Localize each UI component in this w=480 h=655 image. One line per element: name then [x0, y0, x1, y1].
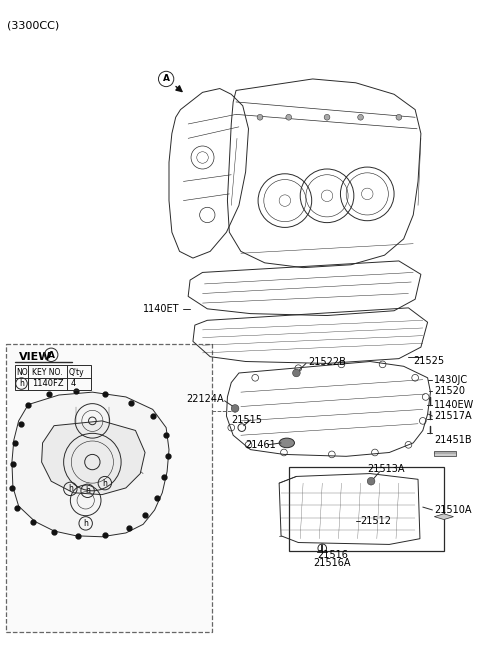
- Polygon shape: [434, 514, 454, 519]
- Text: 22124A: 22124A: [186, 394, 224, 404]
- Bar: [15, 365, 91, 390]
- Text: h: h: [85, 486, 90, 495]
- Text: h: h: [102, 479, 107, 487]
- Text: 21512: 21512: [360, 516, 392, 527]
- Text: h: h: [19, 379, 24, 388]
- Text: 21510A: 21510A: [434, 505, 472, 515]
- Text: 1140EW: 1140EW: [434, 400, 475, 409]
- Circle shape: [231, 405, 239, 412]
- Text: 1430JC: 1430JC: [434, 375, 468, 384]
- Circle shape: [358, 115, 363, 120]
- Circle shape: [324, 115, 330, 120]
- Text: 21513A: 21513A: [367, 464, 405, 474]
- Text: 21522B: 21522B: [308, 356, 346, 367]
- Text: h: h: [83, 519, 88, 528]
- Text: A: A: [163, 75, 169, 83]
- Text: (3300CC): (3300CC): [7, 20, 60, 30]
- Ellipse shape: [279, 438, 294, 448]
- Polygon shape: [42, 421, 145, 495]
- Text: VIEW: VIEW: [19, 352, 51, 362]
- Text: 21516A: 21516A: [313, 557, 351, 568]
- Text: 21515: 21515: [231, 415, 262, 425]
- Text: Q'ty: Q'ty: [69, 367, 84, 377]
- Circle shape: [286, 115, 291, 120]
- Circle shape: [292, 369, 300, 377]
- Text: h: h: [68, 485, 73, 493]
- Circle shape: [257, 115, 263, 120]
- Text: 21461: 21461: [246, 440, 276, 450]
- Polygon shape: [434, 451, 456, 457]
- Circle shape: [367, 477, 375, 485]
- Text: 4: 4: [71, 379, 75, 388]
- Text: 21516: 21516: [317, 550, 348, 560]
- Text: NO.: NO.: [17, 367, 30, 377]
- Text: 1140FZ: 1140FZ: [32, 379, 64, 388]
- Text: A: A: [48, 351, 55, 360]
- Polygon shape: [12, 392, 169, 537]
- Text: 1140ET: 1140ET: [143, 304, 180, 314]
- Bar: [289, 467, 444, 551]
- Text: 21451B: 21451B: [434, 435, 472, 445]
- Text: 21517A: 21517A: [434, 411, 472, 421]
- Bar: [6, 345, 212, 631]
- Text: KEY NO.: KEY NO.: [32, 367, 62, 377]
- Text: 21520: 21520: [434, 386, 465, 396]
- Circle shape: [396, 115, 402, 120]
- Text: 21525: 21525: [413, 356, 444, 365]
